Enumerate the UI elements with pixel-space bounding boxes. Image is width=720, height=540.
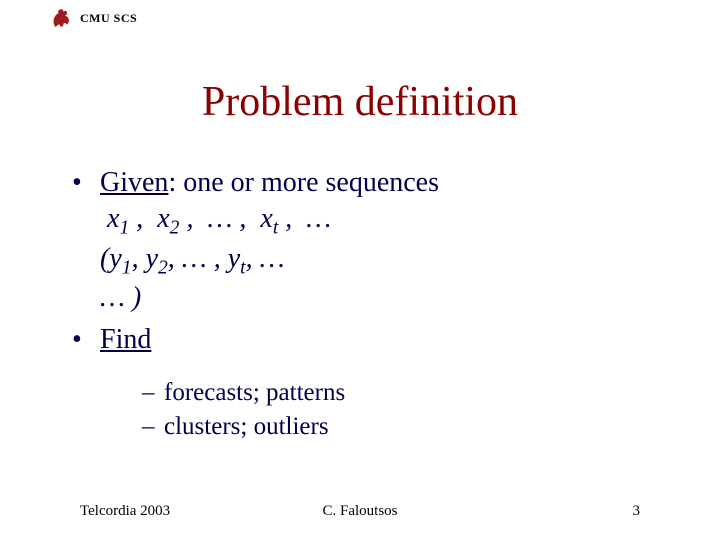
bullet-dot-icon: • (72, 165, 100, 201)
given-rest: : one or more sequences (168, 167, 439, 198)
header-org-text: CMU SCS (80, 11, 137, 26)
open-paren: ( (100, 243, 109, 274)
var-x: x (157, 203, 169, 234)
sub-1: 1 (122, 257, 132, 278)
var-x: x (107, 203, 119, 234)
sub-item: – forecasts; patterns (142, 376, 660, 410)
bullet-given: • Given: one or more sequences (72, 165, 660, 201)
dragon-logo-icon (50, 6, 74, 30)
slide: CMU SCS Problem definition • Given: one … (0, 0, 720, 540)
sub-t: t (240, 257, 245, 278)
dash-icon: – (142, 410, 164, 444)
sub-item-text: forecasts; patterns (164, 376, 345, 410)
sub-item: – clusters; outliers (142, 410, 660, 444)
sub-2: 2 (158, 257, 168, 278)
ellipsis: … , (182, 243, 221, 274)
bullet-dot-icon: • (72, 322, 100, 358)
var-y: y (146, 243, 158, 274)
var-x: x (260, 203, 272, 234)
sub-1: 1 (119, 217, 129, 238)
ellipsis-tail: … (306, 203, 331, 234)
ellipsis: … , (207, 203, 246, 234)
find-sublist: – forecasts; patterns – clusters; outlie… (72, 376, 660, 444)
bullet-find-text: Find (100, 322, 660, 358)
dash-icon: – (142, 376, 164, 410)
slide-footer: Telcordia 2003 C. Faloutsos 3 (0, 503, 720, 520)
sub-2: 2 (170, 217, 180, 238)
sub-item-text: clusters; outliers (164, 410, 329, 444)
ellipsis-tail: … (260, 243, 285, 274)
bullet-find: • Find (72, 322, 660, 358)
find-label: Find (100, 324, 151, 355)
y-sequence-line: (y1, y2, … , yt, … (100, 241, 660, 281)
close-line: … ) (100, 280, 660, 316)
sequence-block: x1 , x2 , … , xt , … (y1, y2, … , yt, … … (72, 201, 660, 316)
slide-header: CMU SCS (50, 6, 137, 30)
footer-left: Telcordia 2003 (80, 503, 267, 520)
var-y: y (228, 243, 240, 274)
bullet-given-text: Given: one or more sequences (100, 165, 660, 201)
given-label: Given (100, 167, 168, 198)
var-y: y (109, 243, 121, 274)
footer-center: C. Faloutsos (267, 503, 454, 520)
slide-title: Problem definition (0, 78, 720, 126)
slide-body: • Given: one or more sequences x1 , x2 ,… (72, 165, 660, 443)
sub-t: t (273, 217, 278, 238)
footer-right: 3 (453, 503, 640, 520)
x-sequence-line: x1 , x2 , … , xt , … (100, 201, 660, 241)
